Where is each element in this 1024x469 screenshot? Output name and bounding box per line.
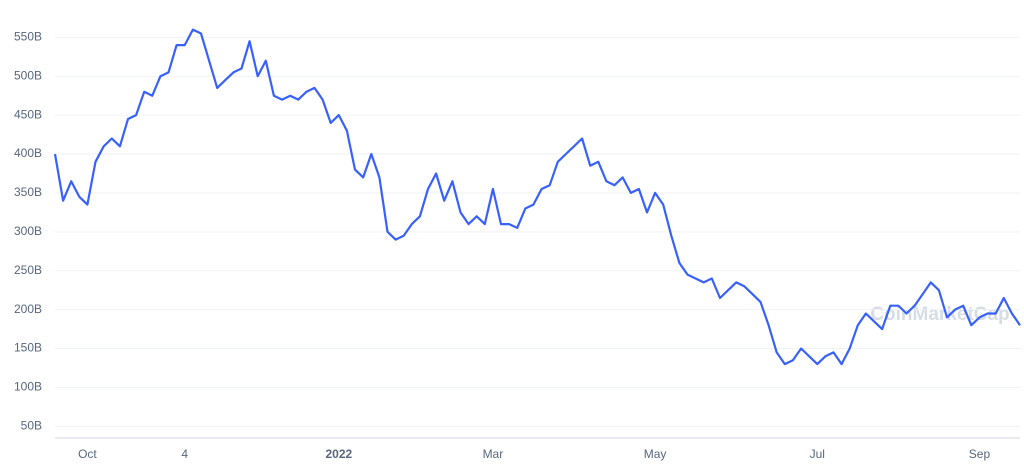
- y-tick-label: 400B: [14, 146, 42, 160]
- x-tick-label: 4: [181, 447, 188, 461]
- y-tick-label: 450B: [14, 107, 42, 121]
- x-tick-label: Jul: [810, 447, 825, 461]
- y-tick-label: 250B: [14, 263, 42, 277]
- y-tick-label: 500B: [14, 68, 42, 82]
- y-tick-label: 100B: [14, 380, 42, 394]
- y-tick-label: 350B: [14, 185, 42, 199]
- y-tick-label: 300B: [14, 224, 42, 238]
- y-tick-label: 550B: [14, 30, 42, 44]
- y-tick-label: 200B: [14, 302, 42, 316]
- x-tick-label: 2022: [325, 447, 352, 461]
- x-tick-label: Sep: [969, 447, 991, 461]
- y-tick-label: 150B: [14, 341, 42, 355]
- line-series: [53, 28, 1021, 366]
- x-tick-label: Mar: [483, 447, 504, 461]
- y-tick-label: 50B: [21, 419, 42, 433]
- x-tick-label: May: [644, 447, 667, 461]
- x-tick-label: Oct: [78, 447, 97, 461]
